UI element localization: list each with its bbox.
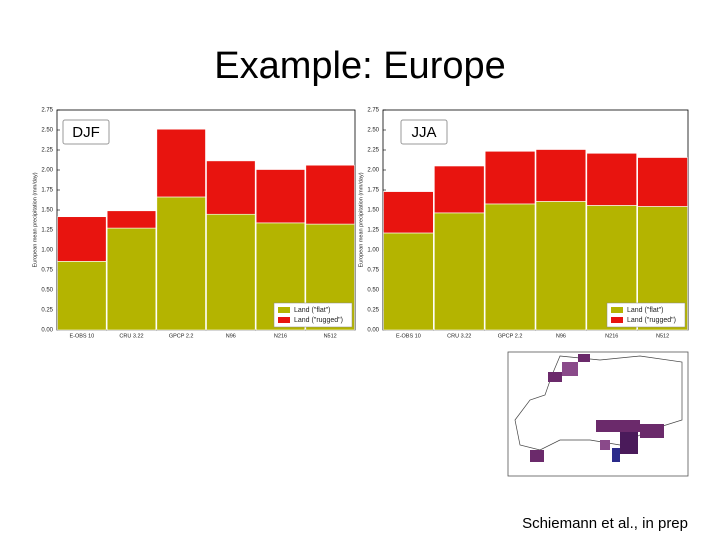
bar-segment	[57, 261, 107, 331]
x-tick-label: GPCP 2.2	[169, 333, 194, 339]
y-tick-label: 2.50	[41, 128, 53, 134]
y-tick-label: 1.25	[41, 228, 53, 234]
x-tick-label: N96	[556, 333, 566, 339]
bar-segment	[305, 164, 355, 225]
y-tick-label: 2.75	[41, 108, 53, 114]
bar-segment	[434, 165, 485, 214]
bar-segment	[535, 201, 587, 331]
legend-swatch	[278, 317, 290, 323]
y-tick-label: 2.25	[367, 148, 379, 154]
map-coast	[514, 355, 683, 451]
bar-segment	[484, 203, 536, 331]
y-tick-label: 2.00	[41, 168, 53, 174]
bar-segment	[383, 191, 434, 234]
citation: Schiemann et al., in prep	[522, 515, 688, 532]
y-tick-label: 2.00	[367, 168, 379, 174]
x-tick-label: E-OBS 10	[396, 333, 421, 339]
map-cell	[620, 432, 638, 454]
plot-area	[56, 109, 356, 331]
y-tick-label: 1.75	[41, 188, 53, 194]
x-tick-label: N512	[656, 333, 669, 339]
map-cell	[562, 362, 578, 376]
map	[507, 351, 689, 477]
bar-segment	[383, 232, 434, 331]
bar-segment	[106, 210, 157, 229]
plot-area	[382, 109, 689, 331]
y-tick-label: 1.75	[367, 188, 379, 194]
y-tick-label: 0.50	[367, 288, 379, 294]
bar-segment	[255, 169, 306, 224]
bar-segment	[206, 213, 256, 331]
bar-segment	[156, 128, 206, 198]
legend-label: Land ("flat")	[294, 307, 331, 314]
x-tick-label: GPCP 2.2	[498, 333, 523, 339]
y-tick-label: 0.00	[41, 328, 53, 334]
bar-segment	[106, 227, 157, 331]
y-tick-label: 0.25	[367, 308, 379, 314]
legend-swatch	[611, 307, 623, 313]
map-cell	[578, 354, 590, 362]
chart: 0.00 0.25 0.50 0.75 1.00 1.25 1.50 1.75 2.00 2.25…	[358, 108, 689, 339]
y-tick-label: 1.50	[367, 208, 379, 214]
y-tick-label: 2.25	[41, 148, 53, 154]
x-tick-label: N96	[226, 333, 236, 339]
map-cell	[612, 448, 620, 462]
legend-label: Land ("rugged")	[627, 317, 676, 324]
legend-label: Land ("rugged")	[294, 317, 343, 324]
y-tick-label: 0.75	[367, 268, 379, 274]
y-tick-label: 0.50	[41, 288, 53, 294]
legend-swatch	[611, 317, 623, 323]
x-tick-label: N216	[605, 333, 618, 339]
x-tick-label: E-OBS 10	[69, 333, 94, 339]
bar-segment	[535, 149, 587, 202]
panel-title: JJA	[411, 124, 436, 141]
chart: 0.00 0.25 0.50 0.75 1.00 1.25 1.50 1.75 2.00 2.25…	[32, 108, 356, 339]
y-tick-label: 0.75	[41, 268, 53, 274]
bar-segment	[637, 157, 688, 207]
bar-segment	[484, 150, 536, 205]
slide-title: Example: Europe	[214, 45, 506, 87]
bar-segment	[156, 196, 206, 331]
legend-label: Land ("flat")	[627, 307, 664, 314]
y-tick-label: 1.00	[41, 248, 53, 254]
map-cell	[548, 372, 562, 382]
y-axis-label: European mean precipitation (mm/day)	[358, 172, 364, 267]
bar-segment	[586, 152, 637, 206]
map-cell	[640, 424, 664, 438]
legend-swatch	[278, 307, 290, 313]
x-tick-label: N512	[324, 333, 337, 339]
y-tick-label: 1.50	[41, 208, 53, 214]
y-tick-label: 1.25	[367, 228, 379, 234]
bar-segment	[57, 216, 107, 262]
map-cell	[596, 420, 640, 432]
y-tick-label: 0.00	[367, 328, 379, 334]
panel-title: DJF	[72, 124, 100, 141]
y-tick-label: 2.50	[367, 128, 379, 134]
y-tick-label: 1.00	[367, 248, 379, 254]
panel-title-box	[62, 119, 110, 145]
y-tick-label: 0.25	[41, 308, 53, 314]
y-axis-label: European mean precipitation (mm/day)	[32, 172, 38, 267]
map-cell	[530, 450, 544, 462]
bar-segment	[434, 212, 485, 331]
x-tick-label: CRU 3.22	[447, 333, 471, 339]
bar-segment	[206, 160, 256, 215]
y-tick-label: 2.75	[367, 108, 379, 114]
x-tick-label: N216	[274, 333, 287, 339]
panel-title-box	[400, 119, 448, 145]
x-tick-label: CRU 3.22	[119, 333, 143, 339]
map-cell	[600, 440, 610, 450]
